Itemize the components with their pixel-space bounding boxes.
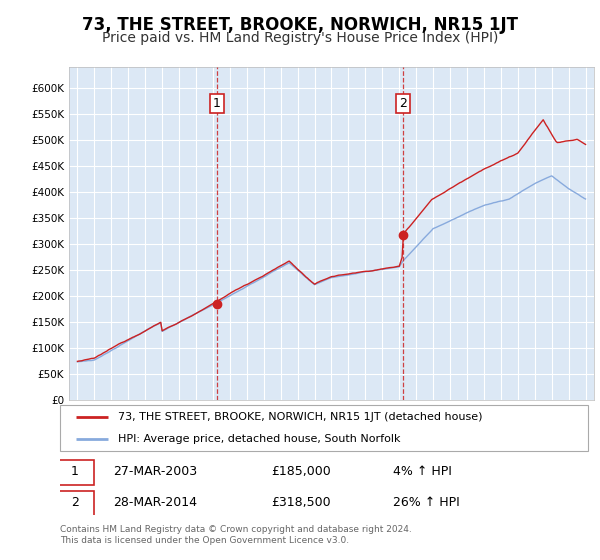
Text: 1: 1 <box>213 97 221 110</box>
FancyBboxPatch shape <box>60 405 588 451</box>
Text: HPI: Average price, detached house, South Norfolk: HPI: Average price, detached house, Sout… <box>118 435 401 444</box>
Text: 26% ↑ HPI: 26% ↑ HPI <box>392 496 460 509</box>
Text: 4% ↑ HPI: 4% ↑ HPI <box>392 465 452 478</box>
FancyBboxPatch shape <box>55 491 94 516</box>
Text: 2: 2 <box>71 496 79 509</box>
FancyBboxPatch shape <box>55 460 94 484</box>
Text: 27-MAR-2003: 27-MAR-2003 <box>113 465 197 478</box>
Text: 28-MAR-2014: 28-MAR-2014 <box>113 496 197 509</box>
Text: £185,000: £185,000 <box>271 465 331 478</box>
Text: Price paid vs. HM Land Registry's House Price Index (HPI): Price paid vs. HM Land Registry's House … <box>102 31 498 45</box>
Text: £318,500: £318,500 <box>271 496 331 509</box>
Text: Contains HM Land Registry data © Crown copyright and database right 2024.
This d: Contains HM Land Registry data © Crown c… <box>60 525 412 545</box>
Text: 73, THE STREET, BROOKE, NORWICH, NR15 1JT (detached house): 73, THE STREET, BROOKE, NORWICH, NR15 1J… <box>118 412 482 422</box>
Text: 2: 2 <box>399 97 407 110</box>
Text: 73, THE STREET, BROOKE, NORWICH, NR15 1JT: 73, THE STREET, BROOKE, NORWICH, NR15 1J… <box>82 16 518 34</box>
Text: 1: 1 <box>71 465 79 478</box>
